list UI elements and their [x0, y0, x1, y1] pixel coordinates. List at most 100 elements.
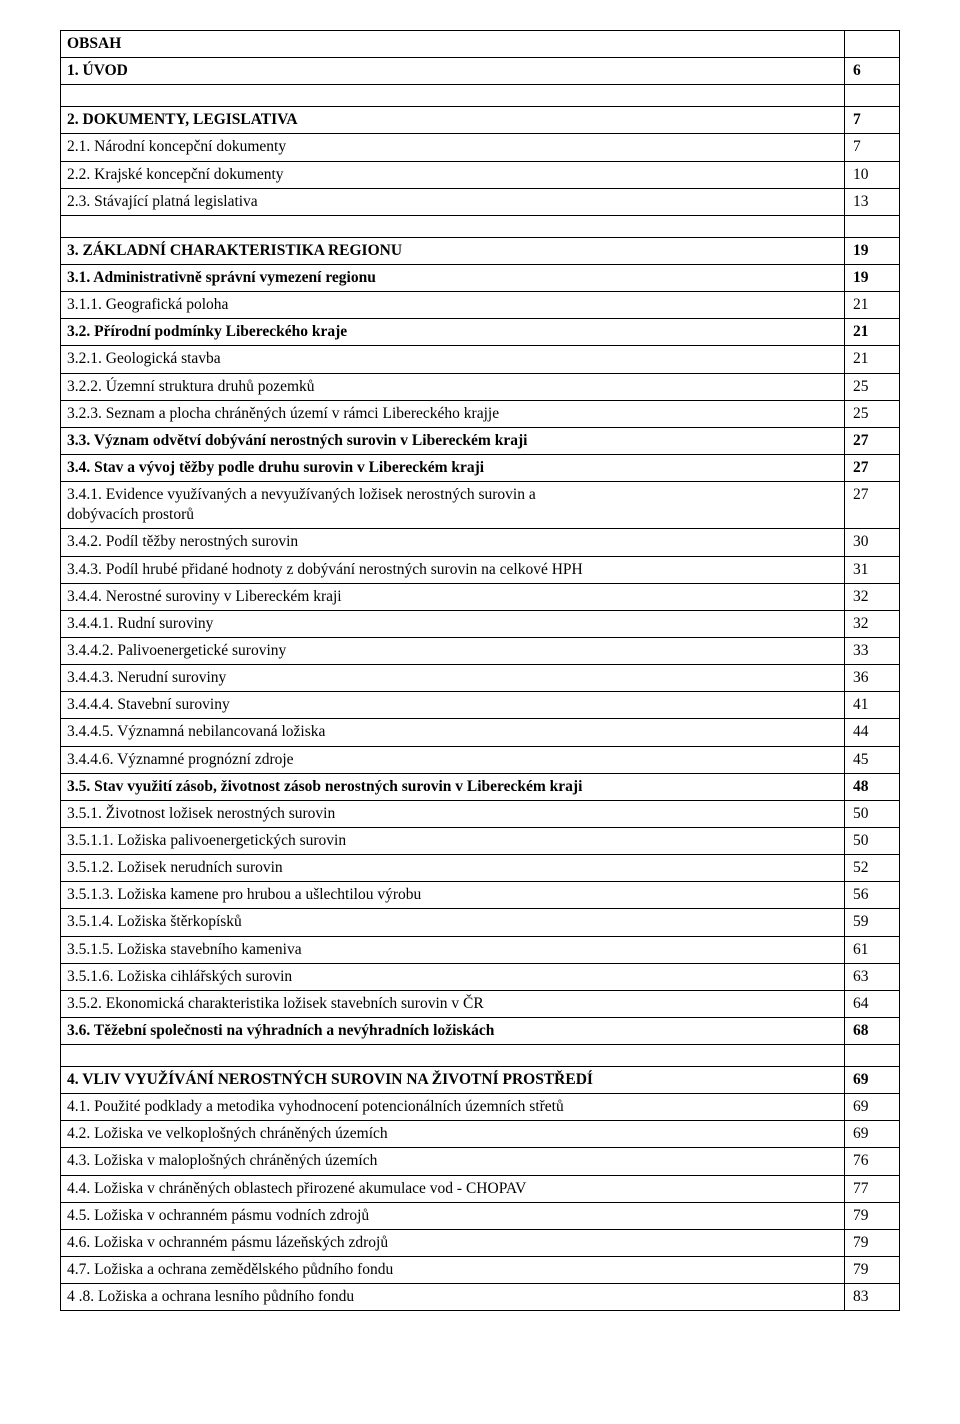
- page-number: 64: [845, 990, 900, 1017]
- page-cell: [845, 31, 900, 58]
- empty-cell: [61, 215, 845, 237]
- page-number: 61: [845, 936, 900, 963]
- toc-entry: 4.7. Ložiska a ochrana zemědělského půdn…: [61, 1257, 845, 1284]
- empty-cell: [61, 85, 845, 107]
- page-number: 77: [845, 1175, 900, 1202]
- page-number: 21: [845, 319, 900, 346]
- table-row: 3.3. Význam odvětví dobývání nerostných …: [61, 427, 900, 454]
- page-number: 25: [845, 400, 900, 427]
- toc-entry: 3.2. Přírodní podmínky Libereckého kraje: [61, 319, 845, 346]
- table-row: OBSAH: [61, 31, 900, 58]
- page-number: 79: [845, 1257, 900, 1284]
- page-number: 68: [845, 1017, 900, 1044]
- toc-entry: 3.4.4.6. Významné prognózní zdroje: [61, 746, 845, 773]
- toc-entry: 3.4.4.3. Nerudní suroviny: [61, 665, 845, 692]
- page-number: 83: [845, 1284, 900, 1311]
- toc-entry: 4 .8. Ložiska a ochrana lesního půdního …: [61, 1284, 845, 1311]
- toc-entry: 3.5. Stav využití zásob, životnost zásob…: [61, 773, 845, 800]
- page-number: 27: [845, 454, 900, 481]
- table-row: 4.3. Ložiska v maloplošných chráněných ú…: [61, 1148, 900, 1175]
- toc-entry: 4.5. Ložiska v ochranném pásmu vodních z…: [61, 1202, 845, 1229]
- table-row: 3.5.1.3. Ložiska kamene pro hrubou a ušl…: [61, 882, 900, 909]
- table-row: 4.1. Použité podklady a metodika vyhodno…: [61, 1094, 900, 1121]
- page-number: 48: [845, 773, 900, 800]
- toc-entry: 3.5.1.4. Ložiska štěrkopísků: [61, 909, 845, 936]
- table-row: 1. ÚVOD 6: [61, 58, 900, 85]
- table-row: 3.2.3. Seznam a plocha chráněných území …: [61, 400, 900, 427]
- page-number: 50: [845, 827, 900, 854]
- table-row: 3.2.1. Geologická stavba 21: [61, 346, 900, 373]
- table-row: [61, 215, 900, 237]
- toc-entry: 3.1.1. Geografická poloha: [61, 292, 845, 319]
- page-number: 6: [845, 58, 900, 85]
- page-number: 13: [845, 188, 900, 215]
- empty-cell: [61, 1045, 845, 1067]
- table-row: 4.6. Ložiska v ochranném pásmu lázeňskýc…: [61, 1229, 900, 1256]
- toc-entry: 2.1. Národní koncepční dokumenty: [61, 134, 845, 161]
- page-number: 32: [845, 610, 900, 637]
- table-row: [61, 1045, 900, 1067]
- page-number: 41: [845, 692, 900, 719]
- toc-entry: 3.6. Těžební společnosti na výhradních a…: [61, 1017, 845, 1044]
- page-number: 44: [845, 719, 900, 746]
- page-number: 32: [845, 583, 900, 610]
- table-row: 3.4.4.3. Nerudní suroviny 36: [61, 665, 900, 692]
- page-number: 52: [845, 855, 900, 882]
- table-row: 3.5.1.5. Ložiska stavebního kameniva 61: [61, 936, 900, 963]
- page-number: 27: [845, 482, 900, 529]
- table-row: 4.7. Ložiska a ochrana zemědělského půdn…: [61, 1257, 900, 1284]
- table-row: 3.4.1. Evidence využívaných a nevyužívan…: [61, 482, 900, 529]
- toc-entry: 4.1. Použité podklady a metodika vyhodno…: [61, 1094, 845, 1121]
- toc-entry: 3.5.1. Životnost ložisek nerostných suro…: [61, 800, 845, 827]
- page-number: 59: [845, 909, 900, 936]
- table-row: 4.2. Ložiska ve velkoplošných chráněných…: [61, 1121, 900, 1148]
- toc-entry: 4.3. Ložiska v maloplošných chráněných ú…: [61, 1148, 845, 1175]
- table-row: 2. DOKUMENTY, LEGISLATIVA 7: [61, 107, 900, 134]
- page-number: 10: [845, 161, 900, 188]
- table-row: 3.5.2. Ekonomická charakteristika ložise…: [61, 990, 900, 1017]
- page-number: 25: [845, 373, 900, 400]
- toc-entry: 3.4.3. Podíl hrubé přidané hodnoty z dob…: [61, 556, 845, 583]
- table-row: 3.1. Administrativně správní vymezení re…: [61, 264, 900, 291]
- toc-entry: 3.2.2. Územní struktura druhů pozemků: [61, 373, 845, 400]
- table-row: 3.4. Stav a vývoj těžby podle druhu suro…: [61, 454, 900, 481]
- toc-entry: 3.4.4.2. Palivoenergetické suroviny: [61, 637, 845, 664]
- toc-entry: 3.5.1.5. Ložiska stavebního kameniva: [61, 936, 845, 963]
- page-number: 27: [845, 427, 900, 454]
- page-number: 56: [845, 882, 900, 909]
- page-number: 21: [845, 292, 900, 319]
- toc-entry: 3.3. Význam odvětví dobývání nerostných …: [61, 427, 845, 454]
- toc-entry: 3.4.2. Podíl těžby nerostných surovin: [61, 529, 845, 556]
- toc-entry: 4.4. Ložiska v chráněných oblastech přir…: [61, 1175, 845, 1202]
- toc-entry: 3.4.1. Evidence využívaných a nevyužívan…: [61, 482, 845, 529]
- page-number: 7: [845, 134, 900, 161]
- table-row: 3.5.1.2. Ložisek nerudních surovin 52: [61, 855, 900, 882]
- table-row: 2.3. Stávající platná legislativa 13: [61, 188, 900, 215]
- page-number: 7: [845, 107, 900, 134]
- table-row: 3.2. Přírodní podmínky Libereckého kraje…: [61, 319, 900, 346]
- table-row: 3.4.2. Podíl těžby nerostných surovin 30: [61, 529, 900, 556]
- toc-entry: 3.4. Stav a vývoj těžby podle druhu suro…: [61, 454, 845, 481]
- table-row: 3.4.4.4. Stavební suroviny 41: [61, 692, 900, 719]
- table-row: 3.4.4.5. Významná nebilancovaná ložiska …: [61, 719, 900, 746]
- table-row: 3.4.4.6. Významné prognózní zdroje 45: [61, 746, 900, 773]
- page-number: 21: [845, 346, 900, 373]
- toc-entry: 3.4.4.5. Významná nebilancovaná ložiska: [61, 719, 845, 746]
- section-title: 4. VLIV VYUŽÍVÁNÍ NEROSTNÝCH SUROVIN NA …: [61, 1067, 845, 1094]
- toc-entry: 3.5.1.6. Ložiska cihlářských surovin: [61, 963, 845, 990]
- toc-table: OBSAH 1. ÚVOD 6 2. DOKUMENTY, LEGISLATIV…: [60, 30, 900, 1311]
- toc-entry: 3.2.3. Seznam a plocha chráněných území …: [61, 400, 845, 427]
- toc-entry: 3.4.4.4. Stavební suroviny: [61, 692, 845, 719]
- page-number: 69: [845, 1067, 900, 1094]
- page-number: 33: [845, 637, 900, 664]
- toc-entry: 2.3. Stávající platná legislativa: [61, 188, 845, 215]
- page-number: 30: [845, 529, 900, 556]
- empty-cell: [845, 215, 900, 237]
- page-number: 79: [845, 1202, 900, 1229]
- section-title: 3. ZÁKLADNÍ CHARAKTERISTIKA REGIONU: [61, 237, 845, 264]
- table-row: 3.1.1. Geografická poloha 21: [61, 292, 900, 319]
- toc-entry: 4.6. Ložiska v ochranném pásmu lázeňskýc…: [61, 1229, 845, 1256]
- page-number: 50: [845, 800, 900, 827]
- toc-entry: 3.1. Administrativně správní vymezení re…: [61, 264, 845, 291]
- toc-entry: 3.4.4.1. Rudní suroviny: [61, 610, 845, 637]
